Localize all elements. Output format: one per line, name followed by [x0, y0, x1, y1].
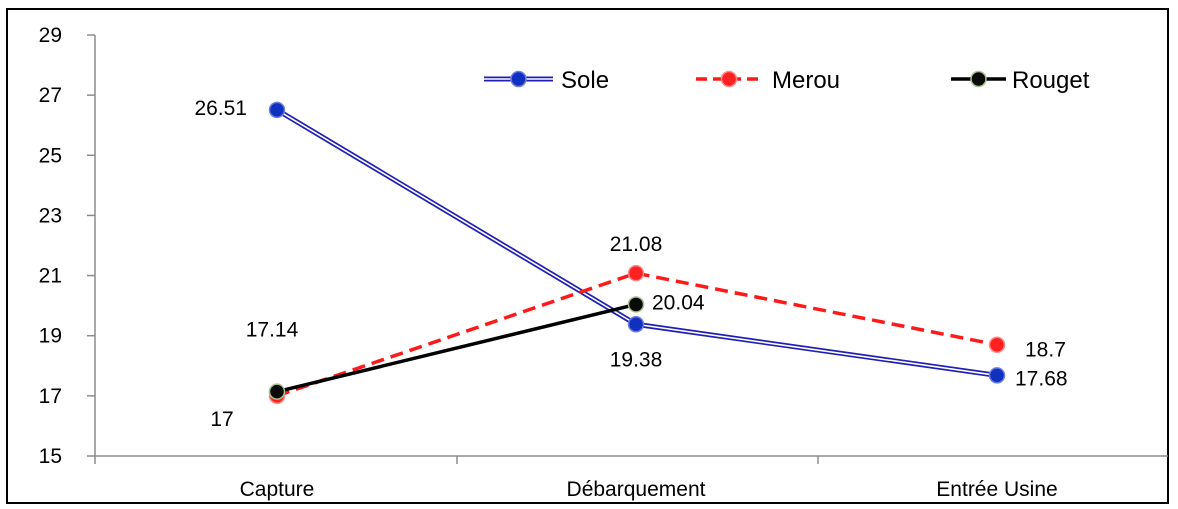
y-tick-label: 17	[39, 385, 62, 408]
series-sole-point	[268, 101, 286, 119]
x-tick-label: Débarquement	[567, 478, 706, 501]
legend-label-sole: Sole	[561, 67, 609, 94]
data-label-sole: 26.51	[194, 97, 247, 120]
y-tick-label: 27	[39, 84, 62, 107]
series-rouget-line	[276, 302, 637, 394]
series-rouget-point	[268, 383, 286, 400]
series-merou-line	[276, 271, 998, 398]
series-rouget-point	[627, 296, 645, 313]
y-tick-label: 25	[39, 144, 62, 167]
y-tick-label: 29	[39, 24, 62, 47]
legend: Sole Merou Rouget	[484, 67, 1090, 94]
data-label-rouget: 20.04	[652, 291, 705, 314]
y-tick-label: 23	[39, 204, 62, 227]
data-label-merou: 17	[210, 408, 233, 431]
legend-item-sole: Sole	[484, 67, 609, 94]
legend-label-rouget: Rouget	[1012, 67, 1090, 94]
series-lines	[268, 101, 1006, 405]
axes: 15 17 19 21 23 25 27 29 Capture Débarquement Entré…	[39, 24, 1168, 501]
data-label-sole: 19.38	[610, 348, 663, 371]
legend-label-merou: Merou	[772, 67, 840, 94]
data-label-sole: 17.68	[1015, 367, 1068, 390]
y-tick-label: 21	[39, 265, 62, 288]
legend-swatch-marker	[970, 70, 987, 88]
legend-swatch-marker	[720, 70, 738, 88]
data-labels: 26.51 19.38 17.68 17 21.08 18.7 17.14 20.04	[194, 97, 1067, 431]
y-tick-label: 19	[39, 325, 62, 348]
chart-frame	[6, 8, 1169, 504]
series-merou-point	[988, 336, 1006, 353]
series-merou-point	[627, 264, 645, 282]
legend-item-rouget: Rouget	[951, 67, 1090, 94]
data-label-rouget: 17.14	[246, 319, 299, 342]
data-label-merou: 18.7	[1025, 339, 1066, 362]
series-sole-point	[988, 367, 1006, 384]
x-tick-label: Capture	[240, 478, 315, 501]
legend-item-merou: Merou	[696, 67, 840, 94]
data-label-merou: 21.08	[610, 233, 663, 256]
x-tick-label: Entrée Usine	[936, 478, 1057, 501]
legend-swatch-marker	[510, 70, 527, 88]
y-tick-label: 15	[39, 445, 62, 468]
series-sole-point	[627, 316, 645, 333]
